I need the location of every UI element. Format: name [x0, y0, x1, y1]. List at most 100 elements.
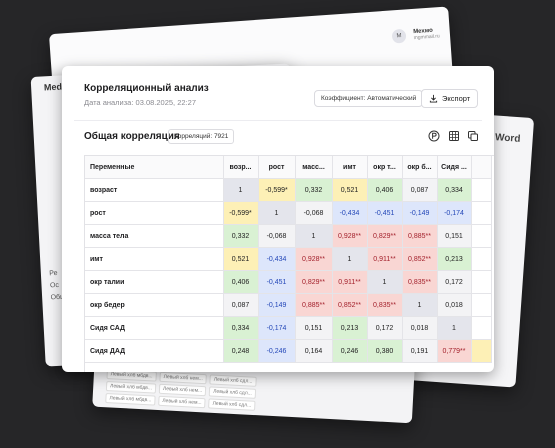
table-row: возраст 1 -0,599* 0,332 0,521 0,406 0,087 0,334 [85, 178, 492, 202]
correlation-cell[interactable]: 0,911** [332, 270, 368, 294]
correlation-table-container[interactable]: Переменные возр... рост масс... имт окр … [84, 155, 494, 372]
column-header-variables[interactable]: Переменные [85, 156, 224, 179]
correlation-cell[interactable]: 1 [402, 293, 438, 317]
correlation-cell[interactable]: -0,149 [258, 293, 296, 317]
background-word-button: Word [494, 132, 521, 145]
correlation-cell[interactable]: -0,599* [223, 201, 259, 225]
correlation-cell[interactable]: 1 [367, 270, 403, 294]
correlation-cell[interactable]: -0,149 [402, 201, 438, 225]
coefficient-button[interactable]: Коэффициент: Автоматический [314, 90, 424, 107]
correlation-count-badge: Корреляций: 7921 [168, 129, 235, 144]
correlation-cell[interactable]: 0,332 [295, 178, 333, 202]
correlation-cell[interactable]: 0,521 [223, 247, 259, 271]
correlation-cell[interactable]: 0,779** [437, 339, 472, 363]
correlation-cell[interactable]: 0,852** [402, 247, 438, 271]
column-header[interactable]: окр б... [402, 156, 438, 179]
correlation-cell[interactable]: -0,246 [258, 339, 296, 363]
overflow-cell [471, 201, 492, 225]
correlation-cell[interactable]: 0,164 [295, 339, 333, 363]
correlation-cell[interactable]: 1 [437, 316, 472, 340]
section-title: Общая корреляция [84, 131, 180, 142]
correlation-cell[interactable]: 0,852** [332, 293, 368, 317]
table-row: окр бедер 0,087 -0,149 0,885** 0,852** 0,835*… [85, 293, 492, 317]
correlation-cell[interactable]: 0,835** [402, 270, 438, 294]
correlation-cell[interactable]: 0,213 [437, 247, 472, 271]
correlation-cell[interactable]: 0,835** [367, 293, 403, 317]
correlation-cell[interactable]: 0,248 [223, 339, 259, 363]
correlation-cell[interactable]: 0,406 [367, 178, 403, 202]
correlation-cell[interactable]: 0,172 [437, 270, 472, 294]
analysis-date: Дата анализа: 03.08.2025, 22:27 [84, 98, 196, 107]
correlation-cell[interactable]: 0,829** [367, 224, 403, 248]
avatar: M [391, 28, 407, 44]
table-row: рост -0,599* 1 -0,068 -0,434 -0,451 -0,149 -0,1… [85, 201, 492, 225]
correlation-table: Переменные возр... рост масс... имт окр … [85, 156, 492, 363]
correlation-cell[interactable]: 0,334 [437, 178, 472, 202]
overflow-cell [471, 339, 492, 363]
row-label: Сидя САД [85, 316, 224, 340]
row-label: Сидя ДАД [85, 339, 224, 363]
correlation-cell[interactable]: -0,068 [295, 201, 333, 225]
correlation-cell[interactable]: -0,174 [258, 316, 296, 340]
correlation-cell[interactable]: 0,246 [332, 339, 368, 363]
filter-chip: Левый хлб нем... [158, 395, 206, 409]
correlation-cell[interactable]: 1 [332, 247, 368, 271]
overflow-cell [471, 293, 492, 317]
correlation-cell[interactable]: 1 [295, 224, 333, 248]
correlation-cell[interactable]: 1 [223, 178, 259, 202]
correlation-cell[interactable]: 0,928** [295, 247, 333, 271]
correlation-cell[interactable]: 0,018 [437, 293, 472, 317]
correlation-cell[interactable]: 0,928** [332, 224, 368, 248]
row-label: рост [85, 201, 224, 225]
correlation-cell[interactable]: 0,087 [402, 178, 438, 202]
correlation-cell[interactable]: 0,018 [402, 316, 438, 340]
column-header[interactable]: окр т... [367, 156, 403, 179]
overflow-cell [471, 270, 492, 294]
page-title: Корреляционный анализ [84, 83, 209, 94]
correlation-cell[interactable]: 0,332 [223, 224, 259, 248]
table-row: имт 0,521 -0,434 0,928** 1 0,911** 0,852** 0,21… [85, 247, 492, 271]
pearson-p-icon[interactable] [428, 130, 440, 142]
correlation-cell[interactable]: 0,151 [295, 316, 333, 340]
correlation-cell[interactable]: 0,151 [437, 224, 472, 248]
correlation-cell[interactable]: 0,911** [367, 247, 403, 271]
correlation-cell[interactable]: 0,191 [402, 339, 438, 363]
correlation-cell[interactable]: -0,174 [437, 201, 472, 225]
correlation-cell[interactable]: 0,406 [223, 270, 259, 294]
correlation-cell[interactable]: 0,087 [223, 293, 259, 317]
column-header[interactable]: имт [332, 156, 368, 179]
correlation-cell[interactable]: 0,829** [295, 270, 333, 294]
filter-chip: Левый хлб мбдв... [105, 392, 156, 406]
correlation-cell[interactable]: -0,434 [332, 201, 368, 225]
overflow-cell [471, 224, 492, 248]
correlation-cell[interactable]: 1 [258, 201, 296, 225]
overflow-cell [471, 247, 492, 271]
grid-icon[interactable] [448, 130, 460, 142]
background-app-name: Med [43, 81, 63, 93]
correlation-cell[interactable]: 0,380 [367, 339, 403, 363]
row-label: окр бедер [85, 293, 224, 317]
export-button[interactable]: Экспорт [421, 89, 479, 108]
correlation-cell[interactable]: 0,885** [402, 224, 438, 248]
correlation-cell[interactable]: 0,521 [332, 178, 368, 202]
correlation-cell[interactable]: 0,213 [332, 316, 368, 340]
correlation-cell[interactable]: -0,451 [258, 270, 296, 294]
divider [74, 120, 482, 121]
correlation-cell[interactable]: 0,172 [367, 316, 403, 340]
correlation-cell[interactable]: -0,451 [367, 201, 403, 225]
correlation-cell[interactable]: 0,885** [295, 293, 333, 317]
column-header[interactable]: возр... [223, 156, 259, 179]
table-row: масса тела 0,332 -0,068 1 0,928** 0,829** 0,88… [85, 224, 492, 248]
column-header[interactable]: масс... [295, 156, 333, 179]
column-header[interactable]: рост [258, 156, 296, 179]
column-header[interactable]: Сидя ... [437, 156, 472, 179]
row-label: окр талии [85, 270, 224, 294]
user-menu[interactable]: M Мехмо mgmmail.ru [391, 24, 440, 45]
table-row: окр талии 0,406 -0,451 0,829** 0,911** 1 0,835… [85, 270, 492, 294]
user-email: mgmmail.ru [413, 33, 440, 41]
correlation-cell[interactable]: 0,334 [223, 316, 259, 340]
copy-icon[interactable] [467, 130, 479, 142]
correlation-cell[interactable]: -0,599* [258, 178, 296, 202]
correlation-cell[interactable]: -0,068 [258, 224, 296, 248]
correlation-cell[interactable]: -0,434 [258, 247, 296, 271]
